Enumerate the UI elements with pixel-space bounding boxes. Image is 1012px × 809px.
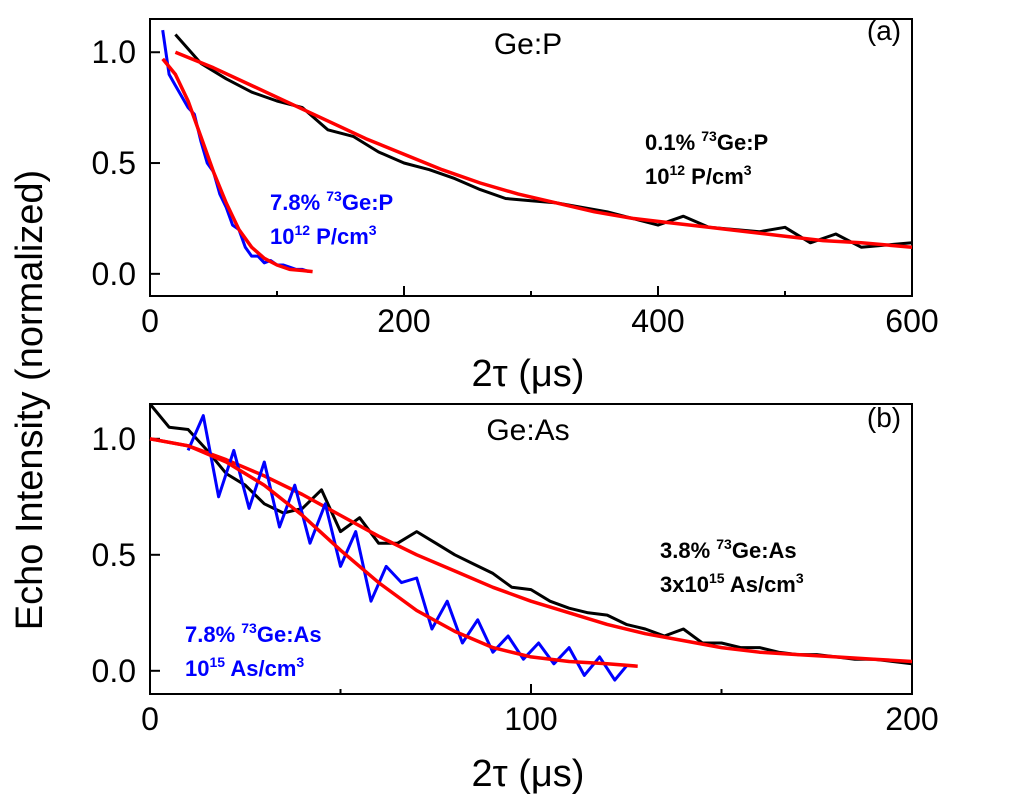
panel-b-title: Ge:As <box>486 414 569 447</box>
panel-b-x-tick-label-0: 0 <box>141 701 159 737</box>
panel-a-series-2-data-line <box>161 29 310 274</box>
panel-a-annotation-1-line1: 7.8% 73Ge:P <box>270 188 393 215</box>
panel-b-annotation-1-line1: 7.8% 73Ge:As <box>185 620 322 647</box>
panel-a-title: Ge:P <box>494 28 562 61</box>
panel-a-x-tick-label-0: 0 <box>141 303 159 339</box>
panel-a-y-tick-label-2: 1.0 <box>92 34 136 70</box>
panel-a-x-axis-label: 2τ (μs) <box>472 353 585 395</box>
panel-a-series-3-fit-line <box>161 57 313 274</box>
y-axis-label: Echo Intensity (normalized) <box>9 170 51 630</box>
panel-a-y-tick-label-1: 0.5 <box>92 145 136 181</box>
panel-b-annotation-1-line2: 1015 As/cm3 <box>185 654 304 681</box>
panel-b-series-1-fit-line <box>149 437 913 664</box>
panel-b-x-tick-label-1: 100 <box>504 701 557 737</box>
panel-b-y-tick-label-0: 0.0 <box>92 653 136 689</box>
panel-a-series-1-fit-line <box>174 50 913 249</box>
panel-b-annotation-0-line2: 3x1015 As/cm3 <box>660 570 804 597</box>
panel-b-series-3-fit-line <box>149 437 638 668</box>
panel-b-x-axis-label: 2τ (μs) <box>472 753 585 795</box>
panel-b-annotation-0-line1: 3.8% 73Ge:As <box>660 536 797 563</box>
panel-a-annotation-0-line1: 0.1% 73Ge:P <box>645 128 768 155</box>
panel-a-annotation-0-line2: 1012 P/cm3 <box>645 162 752 189</box>
panel-b: 0 100 200 0.0 0.5 1.0 Ge:As (b) 2τ (μs) 3.8% … <box>92 402 939 795</box>
panel-b-letter: (b) <box>867 402 901 433</box>
panel-a-letter: (a) <box>867 15 901 46</box>
panel-a-annotation-1-line2: 1012 P/cm3 <box>270 222 377 249</box>
panel-a-series-0-data-line <box>174 33 913 249</box>
panel-a-x-tick-label-3: 600 <box>885 303 938 339</box>
panel-b-series-2-data-line <box>186 414 628 682</box>
panel-a-x-tick-label-2: 400 <box>631 303 684 339</box>
panel-a: 0 200 400 600 0.0 0.5 1.0 Ge:P (a) 2τ (μs) 0.1… <box>92 15 939 395</box>
panel-a-y-tick-label-0: 0.0 <box>92 256 136 292</box>
panel-b-y-tick-label-1: 0.5 <box>92 537 136 573</box>
panel-a-x-tick-label-1: 200 <box>377 303 430 339</box>
panel-b-x-tick-label-2: 200 <box>885 701 938 737</box>
panel-b-y-tick-label-2: 1.0 <box>92 421 136 457</box>
